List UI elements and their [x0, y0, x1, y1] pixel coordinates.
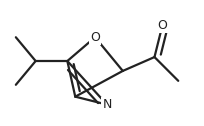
Text: N: N: [102, 98, 112, 111]
Text: O: O: [157, 19, 167, 32]
Text: O: O: [90, 31, 100, 44]
